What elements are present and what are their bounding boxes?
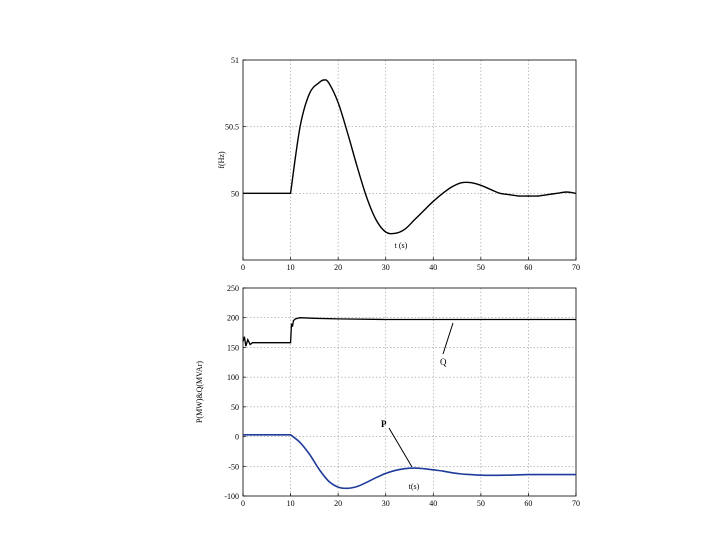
power-plot-frame xyxy=(242,287,577,497)
frequency-time-annotation: t (s) xyxy=(395,241,408,250)
power-y-tick-label: 200 xyxy=(227,314,239,323)
power-y-tick-label: 150 xyxy=(227,343,239,352)
q-label-pointer xyxy=(442,322,454,355)
power-x-tick-label: 0 xyxy=(241,499,245,508)
frequency-x-tick-label: 50 xyxy=(477,263,485,272)
power-grid xyxy=(243,288,576,496)
power-y-ticks: -100 -50 0 50 100 150 200 250 xyxy=(224,284,246,501)
frequency-y-axis-label: f(Hz) xyxy=(217,151,226,169)
frequency-x-tick-label: 60 xyxy=(524,263,532,272)
power-y-tick-label: -100 xyxy=(224,492,239,501)
power-y-tick-label: 250 xyxy=(227,284,239,293)
frequency-y-tick-label: 51 xyxy=(231,56,239,65)
power-x-tick-label: 40 xyxy=(429,499,437,508)
q-series-line xyxy=(242,317,576,347)
frequency-x-tick-label: 20 xyxy=(334,263,342,272)
power-y-axis-label: P(MW)&Q(MVAr) xyxy=(195,361,204,423)
power-time-annotation: t(s) xyxy=(409,482,420,491)
power-y-tick-label: -50 xyxy=(228,462,239,471)
frequency-y-tick-label: 50 xyxy=(231,189,239,198)
p-label-pointer xyxy=(388,427,413,468)
frequency-chart: 0 10 20 30 40 50 60 70 50 50.5 51 f(Hz) t (s) xyxy=(217,56,580,272)
power-x-tick-label: 60 xyxy=(524,499,532,508)
frequency-x-tick-label: 30 xyxy=(382,263,390,272)
q-series-label: Q xyxy=(440,357,447,367)
frequency-line xyxy=(243,79,577,235)
power-x-tick-label: 70 xyxy=(572,499,580,508)
frequency-x-tick-label: 70 xyxy=(572,263,580,272)
p-series-label: P xyxy=(381,419,387,429)
power-x-tick-label: 20 xyxy=(334,499,342,508)
power-y-tick-label: 50 xyxy=(231,403,239,412)
power-y-tick-label: 100 xyxy=(227,373,239,382)
frequency-x-tick-label: 0 xyxy=(241,263,245,272)
frequency-x-ticks: 0 10 20 30 40 50 60 70 xyxy=(241,257,580,272)
frequency-x-tick-label: 40 xyxy=(429,263,437,272)
p-series-line xyxy=(243,433,576,490)
power-y-tick-label: 0 xyxy=(235,433,239,442)
frequency-x-tick-label: 10 xyxy=(287,263,295,272)
frequency-grid xyxy=(243,60,576,260)
power-chart: 0 10 20 30 40 50 60 70 -100 -50 0 50 100 150 200 250 Q… xyxy=(195,284,580,508)
power-x-tick-label: 10 xyxy=(287,499,295,508)
power-x-tick-label: 30 xyxy=(382,499,390,508)
frequency-y-tick-label: 50.5 xyxy=(225,123,239,132)
power-x-ticks: 0 10 20 30 40 50 60 70 xyxy=(241,493,580,508)
power-x-tick-label: 50 xyxy=(477,499,485,508)
frequency-plot-frame xyxy=(242,59,577,261)
